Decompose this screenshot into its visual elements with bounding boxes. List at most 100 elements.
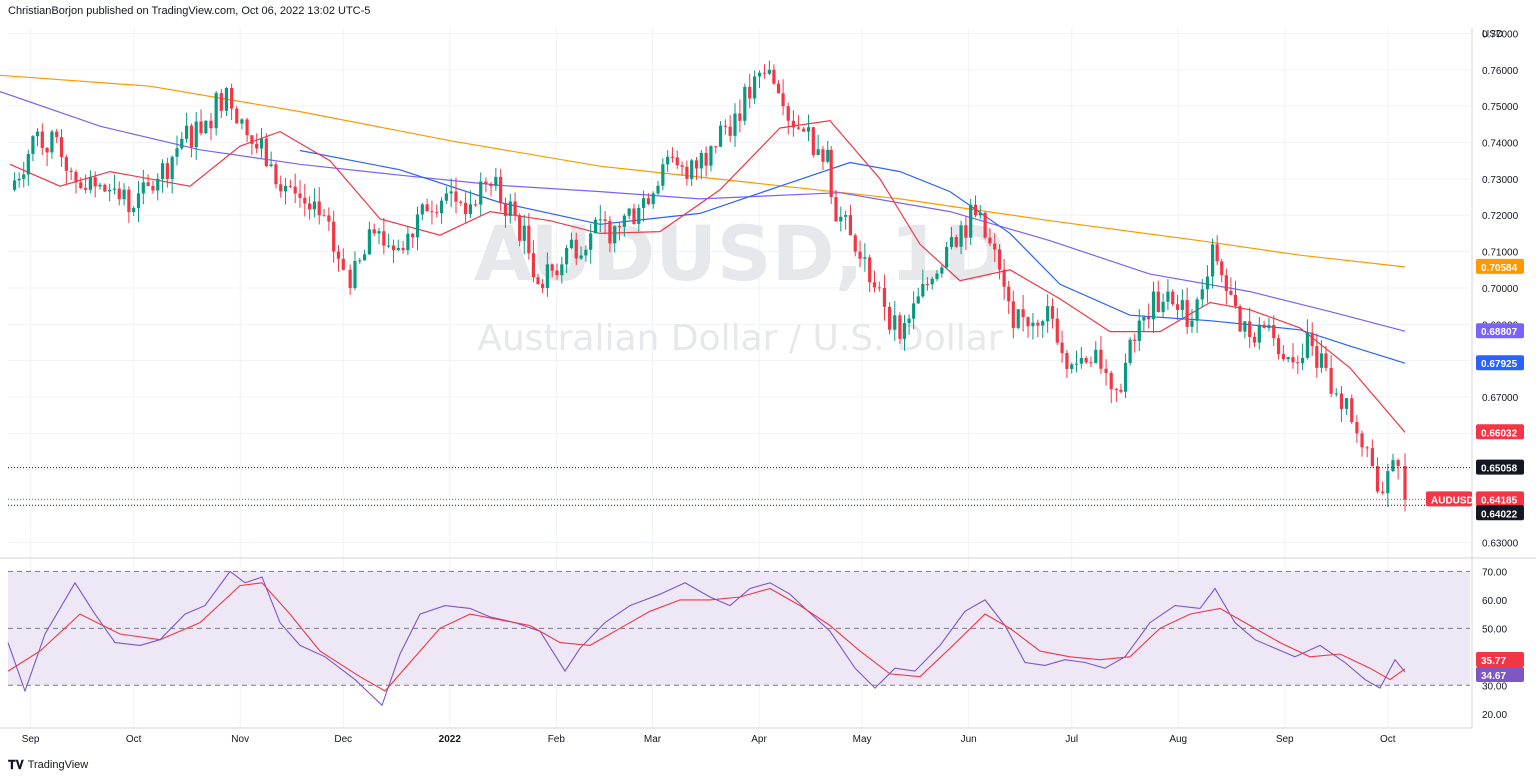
- candle-body[interactable]: [336, 251, 341, 259]
- candle-body[interactable]: [893, 315, 897, 330]
- rsi-axis[interactable]: 70.00 60.00 50.00 30.00 20.00: [1482, 567, 1507, 720]
- candle-body[interactable]: [802, 128, 806, 132]
- candle-body[interactable]: [829, 149, 833, 198]
- candle-body[interactable]: [1210, 244, 1215, 277]
- candle-body[interactable]: [508, 201, 512, 216]
- candle-body[interactable]: [1238, 306, 1242, 332]
- candle-body[interactable]: [978, 212, 982, 216]
- candle-body[interactable]: [902, 323, 907, 339]
- candle-body[interactable]: [816, 149, 820, 155]
- candle-body[interactable]: [1011, 301, 1015, 328]
- candle-body[interactable]: [484, 181, 488, 184]
- candle-body[interactable]: [160, 163, 165, 179]
- candle-body[interactable]: [396, 247, 400, 251]
- candle-body[interactable]: [1329, 367, 1333, 394]
- candle-body[interactable]: [1151, 291, 1156, 320]
- candle-body[interactable]: [387, 245, 391, 247]
- candle-body[interactable]: [185, 125, 189, 139]
- candle-body[interactable]: [1089, 362, 1093, 364]
- candle-body[interactable]: [240, 119, 244, 124]
- candle-body[interactable]: [786, 106, 790, 121]
- candle-body[interactable]: [22, 174, 26, 179]
- candle-body[interactable]: [151, 185, 155, 191]
- candle-body[interactable]: [406, 233, 410, 251]
- candle-body[interactable]: [522, 225, 526, 241]
- candle-body[interactable]: [250, 135, 254, 144]
- candle-body[interactable]: [430, 211, 434, 213]
- candle-body[interactable]: [772, 69, 776, 84]
- candle-body[interactable]: [1272, 325, 1276, 339]
- candle-body[interactable]: [1305, 332, 1310, 358]
- candle-body[interactable]: [377, 231, 381, 234]
- candle-body[interactable]: [531, 253, 536, 278]
- candle-body[interactable]: [327, 215, 331, 222]
- candle-body[interactable]: [415, 214, 420, 238]
- candle-body[interactable]: [723, 125, 727, 127]
- candle-body[interactable]: [733, 113, 737, 136]
- candle-body[interactable]: [1248, 321, 1252, 337]
- candle-body[interactable]: [993, 243, 997, 250]
- candle-body[interactable]: [1026, 317, 1030, 327]
- candle-body[interactable]: [1109, 372, 1113, 390]
- candle-body[interactable]: [898, 315, 902, 339]
- candle-body[interactable]: [112, 188, 117, 190]
- candle-body[interactable]: [806, 127, 811, 132]
- candle-body[interactable]: [367, 229, 372, 255]
- candle-body[interactable]: [844, 215, 848, 217]
- candle-body[interactable]: [494, 176, 498, 187]
- candle-body[interactable]: [348, 269, 352, 288]
- candle-body[interactable]: [1084, 357, 1088, 363]
- candle-body[interactable]: [1133, 339, 1137, 341]
- candle-body[interactable]: [518, 215, 522, 241]
- candle-body[interactable]: [690, 160, 694, 179]
- candle-body[interactable]: [1375, 466, 1380, 492]
- candle-body[interactable]: [1360, 433, 1364, 448]
- candle-body[interactable]: [550, 264, 554, 271]
- candle-body[interactable]: [699, 152, 703, 169]
- candle-body[interactable]: [59, 137, 64, 158]
- candle-body[interactable]: [858, 251, 862, 259]
- candle-body[interactable]: [877, 287, 881, 289]
- candle-body[interactable]: [1016, 309, 1020, 328]
- candle-body[interactable]: [93, 177, 97, 187]
- candle-body[interactable]: [64, 157, 68, 171]
- candle-body[interactable]: [170, 156, 174, 180]
- candle-body[interactable]: [1350, 398, 1354, 423]
- candle-body[interactable]: [834, 197, 838, 222]
- candle-body[interactable]: [449, 191, 453, 194]
- candle-body[interactable]: [868, 257, 872, 283]
- candle-body[interactable]: [656, 185, 660, 194]
- candle-body[interactable]: [907, 318, 911, 324]
- candle-body[interactable]: [714, 146, 718, 148]
- candle-body[interactable]: [872, 282, 877, 288]
- candle-body[interactable]: [661, 164, 665, 186]
- candle-body[interactable]: [940, 267, 944, 274]
- candle-body[interactable]: [811, 127, 815, 155]
- candle-body[interactable]: [1036, 322, 1040, 326]
- candle-body[interactable]: [593, 219, 598, 234]
- candle-body[interactable]: [579, 255, 583, 259]
- candle-body[interactable]: [767, 69, 771, 74]
- candle-body[interactable]: [945, 246, 949, 268]
- candle-body[interactable]: [1205, 276, 1210, 290]
- candle-body[interactable]: [26, 153, 30, 175]
- candle-body[interactable]: [584, 249, 588, 256]
- candle-body[interactable]: [425, 204, 429, 212]
- candle-body[interactable]: [617, 226, 622, 228]
- candle-body[interactable]: [632, 208, 636, 224]
- candle-body[interactable]: [1243, 321, 1247, 332]
- candle-body[interactable]: [214, 93, 218, 129]
- candle-body[interactable]: [255, 143, 259, 149]
- candle-body[interactable]: [204, 120, 208, 134]
- candle-body[interactable]: [146, 182, 150, 186]
- candle-body[interactable]: [757, 72, 762, 77]
- candle-body[interactable]: [199, 121, 203, 134]
- candle-body[interactable]: [454, 191, 458, 202]
- candle-body[interactable]: [189, 125, 194, 148]
- candle-body[interactable]: [728, 126, 732, 136]
- candle-body[interactable]: [848, 215, 853, 236]
- candle-body[interactable]: [180, 138, 184, 149]
- candle-body[interactable]: [781, 93, 785, 107]
- candle-body[interactable]: [637, 207, 641, 224]
- candle-body[interactable]: [1147, 317, 1151, 320]
